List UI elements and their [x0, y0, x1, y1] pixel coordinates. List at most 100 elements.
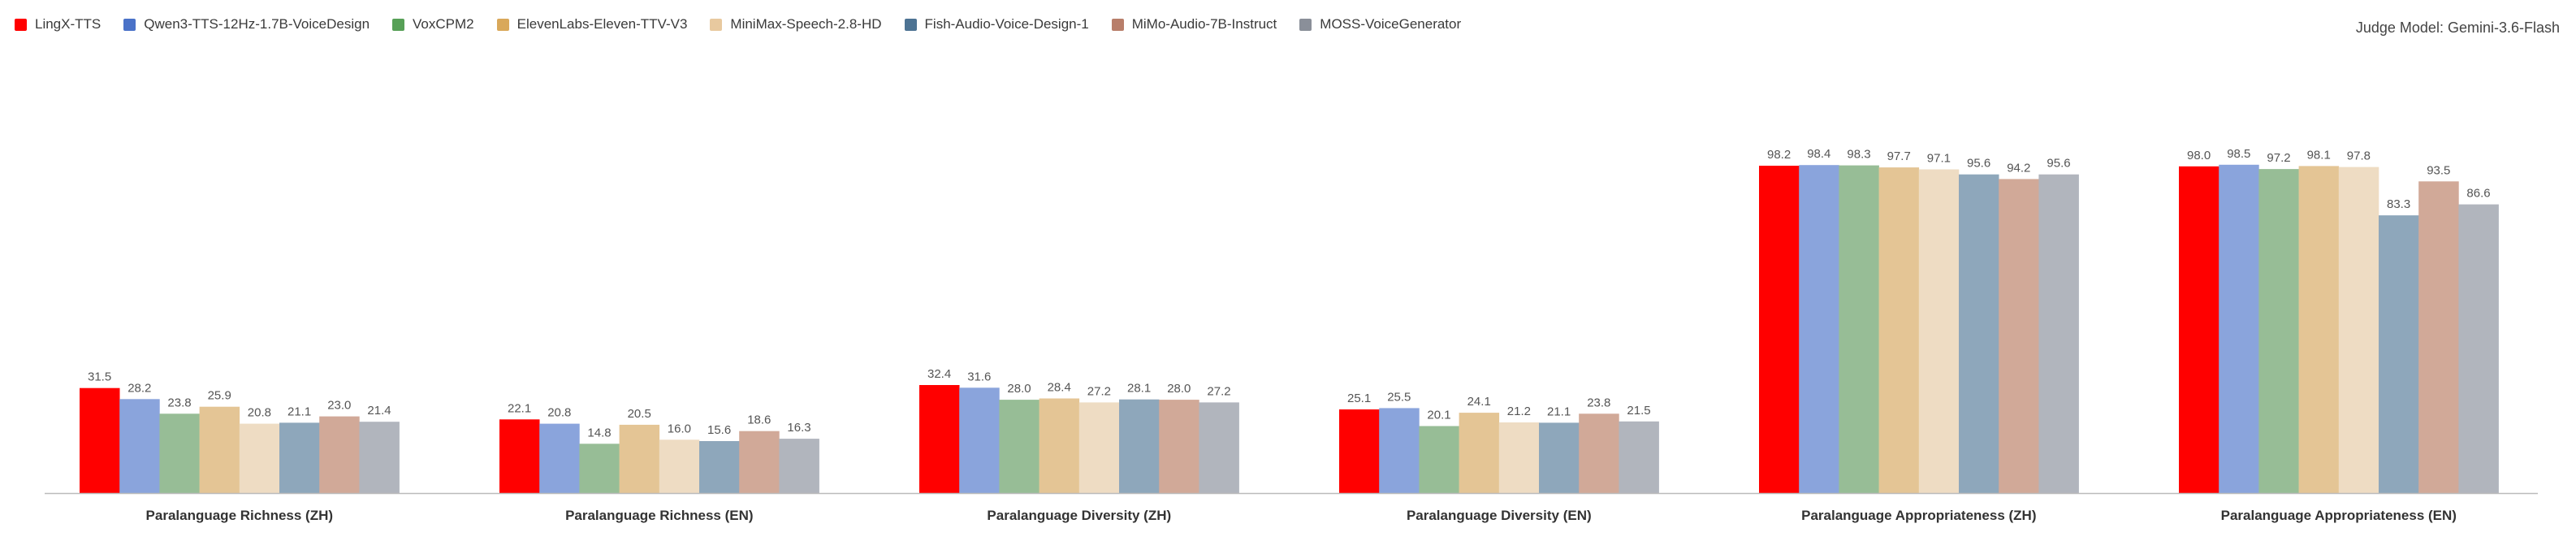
data-label: 98.4 [1807, 147, 1830, 161]
legend-swatch [710, 18, 723, 31]
bar [739, 431, 780, 493]
legend-swatch [1299, 18, 1312, 31]
legend-swatch [123, 18, 136, 31]
bar [1039, 398, 1080, 493]
data-label: 83.3 [2387, 197, 2410, 211]
bar [1959, 174, 1999, 493]
bar [1759, 166, 1800, 493]
data-label: 20.8 [248, 406, 271, 420]
bar [119, 399, 160, 493]
bar [1579, 413, 1619, 493]
data-label: 98.5 [2227, 147, 2250, 161]
bar [1459, 413, 1500, 493]
data-label: 21.1 [1547, 405, 1571, 418]
bar [999, 400, 1039, 493]
legend-label: Qwen3-TTS-12Hz-1.7B-VoiceDesign [144, 16, 370, 32]
bar [1839, 165, 1879, 493]
legend-label: MOSS-VoiceGenerator [1320, 16, 1462, 32]
data-label: 94.2 [2007, 161, 2030, 175]
legend-label: MiniMax-Speech-2.8-HD [730, 16, 882, 32]
legend-label: ElevenLabs-Eleven-TTV-V3 [516, 16, 688, 32]
bar [2258, 169, 2299, 493]
category-label: Paralanguage Richness (ZH) [146, 508, 334, 523]
category-label: Paralanguage Diversity (ZH) [987, 508, 1171, 523]
data-label: 22.1 [508, 401, 531, 415]
bar [80, 387, 120, 493]
bar [539, 423, 580, 493]
data-label: 21.5 [1627, 404, 1650, 418]
data-label: 20.8 [547, 406, 571, 420]
legend-swatch [904, 18, 917, 31]
legend-item: LingX-TTS [15, 16, 101, 32]
bar [1918, 169, 1960, 493]
legend-item: MiniMax-Speech-2.8-HD [710, 16, 882, 32]
legend-item: ElevenLabs-Eleven-TTV-V3 [496, 16, 688, 32]
data-label: 23.0 [327, 399, 351, 413]
bar [2458, 204, 2499, 493]
bar [2038, 174, 2079, 493]
bar [1379, 408, 1420, 493]
legend-item: Qwen3-TTS-12Hz-1.7B-VoiceDesign [123, 16, 370, 32]
data-label: 31.5 [88, 370, 111, 384]
data-label: 24.1 [1467, 395, 1491, 409]
data-label: 21.2 [1507, 405, 1531, 418]
data-label: 97.1 [1927, 152, 1951, 166]
bar [279, 422, 320, 493]
data-label: 14.8 [587, 426, 611, 439]
data-label: 28.2 [128, 381, 151, 395]
legend-label: VoxCPM2 [413, 16, 474, 32]
data-label: 21.1 [287, 405, 311, 418]
bar [699, 441, 740, 493]
data-label: 97.7 [1887, 149, 1911, 163]
legend: LingX-TTS Qwen3-TTS-12Hz-1.7B-VoiceDesign… [15, 16, 1461, 32]
data-label: 28.0 [1007, 382, 1031, 396]
data-label: 23.8 [167, 396, 191, 409]
legend-label: Fish-Audio-Voice-Design-1 [924, 16, 1089, 32]
data-label: 28.1 [1127, 382, 1151, 396]
bar [2418, 181, 2459, 494]
bar [1539, 422, 1580, 493]
bar [619, 424, 660, 493]
data-label: 16.3 [787, 421, 810, 435]
data-label: 86.6 [2466, 187, 2490, 201]
data-label: 93.5 [2427, 163, 2450, 177]
bar [2338, 167, 2379, 493]
data-label: 20.1 [1427, 409, 1450, 422]
bar [2179, 166, 2219, 494]
data-label: 23.8 [1587, 396, 1610, 409]
bar [159, 413, 200, 493]
bar [359, 422, 400, 493]
legend-swatch [392, 18, 405, 31]
data-label: 95.6 [1967, 157, 1990, 171]
data-label: 25.5 [1387, 390, 1411, 404]
data-label: 27.2 [1087, 384, 1111, 398]
data-label: 98.1 [2307, 148, 2331, 162]
category-label: Paralanguage Appropriateness (ZH) [1801, 508, 2036, 523]
data-label: 98.2 [1767, 148, 1791, 162]
legend-label: MiMo-Audio-7B-Instruct [1131, 16, 1277, 32]
bar [2219, 164, 2259, 494]
bar [779, 439, 819, 493]
legend-item: VoxCPM2 [392, 16, 474, 32]
data-label: 27.2 [1207, 384, 1230, 398]
bar [1799, 165, 1839, 493]
data-label: 18.6 [747, 413, 771, 427]
data-label: 32.4 [927, 367, 951, 381]
legend-label: LingX-TTS [35, 16, 102, 32]
data-label: 95.6 [2047, 157, 2070, 171]
bar [579, 444, 620, 493]
bar [1119, 399, 1160, 493]
bar [1619, 421, 1659, 493]
bar [1419, 426, 1459, 493]
bar [2379, 215, 2419, 493]
data-label: 28.4 [1048, 381, 1071, 395]
data-label: 15.6 [707, 423, 731, 437]
legend-swatch [15, 18, 27, 31]
legend-swatch [1111, 18, 1124, 31]
legend-item: Fish-Audio-Voice-Design-1 [904, 16, 1089, 32]
legend-swatch [496, 18, 509, 31]
bar [499, 419, 540, 493]
bar [1878, 167, 1920, 493]
bar [1999, 179, 2039, 493]
